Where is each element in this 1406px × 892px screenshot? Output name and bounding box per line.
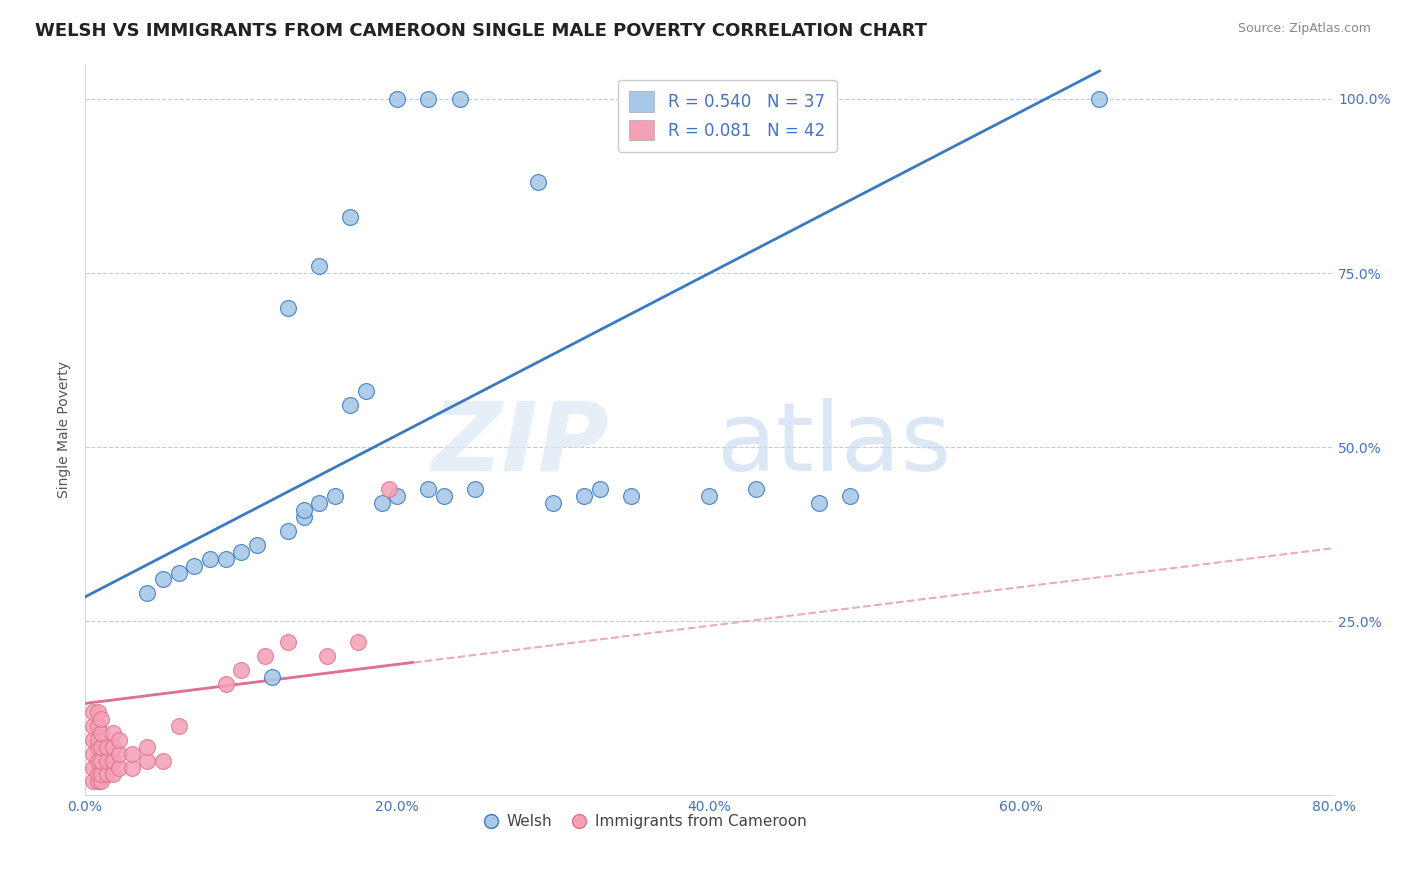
Point	[385, 489, 408, 503]
Point	[433, 489, 456, 503]
Point	[136, 586, 159, 600]
Point	[90, 712, 112, 726]
Point	[378, 482, 401, 496]
Point	[370, 496, 392, 510]
Point	[82, 732, 104, 747]
Point	[82, 719, 104, 733]
Point	[90, 725, 112, 739]
Point	[418, 92, 440, 106]
Point	[108, 747, 131, 761]
Text: Source: ZipAtlas.com: Source: ZipAtlas.com	[1237, 22, 1371, 36]
Point	[183, 558, 205, 573]
Point	[339, 211, 361, 225]
Point	[526, 176, 548, 190]
Point	[108, 732, 131, 747]
Point	[339, 398, 361, 412]
Text: ZIP: ZIP	[432, 398, 609, 491]
Point	[292, 509, 315, 524]
Point	[745, 482, 768, 496]
Point	[108, 760, 131, 774]
Text: atlas: atlas	[717, 398, 952, 491]
Point	[838, 489, 860, 503]
Point	[82, 705, 104, 719]
Point	[90, 774, 112, 789]
Point	[121, 760, 143, 774]
Point	[136, 739, 159, 754]
Point	[697, 489, 720, 503]
Point	[229, 663, 252, 677]
Point	[214, 551, 236, 566]
Point	[277, 635, 299, 649]
Point	[620, 489, 643, 503]
Point	[292, 503, 315, 517]
Legend: Welsh, Immigrants from Cameroon: Welsh, Immigrants from Cameroon	[481, 808, 813, 835]
Point	[86, 739, 108, 754]
Point	[86, 774, 108, 789]
Y-axis label: Single Male Poverty: Single Male Poverty	[58, 361, 72, 499]
Point	[323, 489, 346, 503]
Point	[308, 496, 330, 510]
Point	[96, 754, 118, 768]
Point	[82, 747, 104, 761]
Point	[541, 496, 564, 510]
Point	[86, 754, 108, 768]
Point	[1088, 92, 1111, 106]
Point	[316, 649, 339, 664]
Point	[262, 670, 284, 684]
Point	[589, 482, 612, 496]
Point	[354, 384, 377, 399]
Point	[101, 725, 124, 739]
Point	[246, 538, 269, 552]
Point	[229, 544, 252, 558]
Point	[86, 767, 108, 781]
Point	[308, 259, 330, 273]
Point	[277, 524, 299, 538]
Point	[253, 649, 276, 664]
Point	[214, 677, 236, 691]
Point	[121, 747, 143, 761]
Point	[101, 767, 124, 781]
Point	[82, 760, 104, 774]
Point	[82, 774, 104, 789]
Point	[90, 739, 112, 754]
Point	[101, 754, 124, 768]
Point	[418, 482, 440, 496]
Point	[347, 635, 370, 649]
Point	[167, 566, 190, 580]
Point	[449, 92, 471, 106]
Point	[86, 705, 108, 719]
Point	[152, 573, 174, 587]
Point	[101, 739, 124, 754]
Point	[277, 301, 299, 315]
Point	[96, 739, 118, 754]
Point	[90, 767, 112, 781]
Point	[807, 496, 830, 510]
Point	[152, 754, 174, 768]
Point	[136, 754, 159, 768]
Point	[198, 551, 221, 566]
Point	[464, 482, 486, 496]
Text: WELSH VS IMMIGRANTS FROM CAMEROON SINGLE MALE POVERTY CORRELATION CHART: WELSH VS IMMIGRANTS FROM CAMEROON SINGLE…	[35, 22, 927, 40]
Point	[574, 489, 596, 503]
Point	[86, 732, 108, 747]
Point	[385, 92, 408, 106]
Point	[86, 719, 108, 733]
Point	[167, 719, 190, 733]
Point	[90, 754, 112, 768]
Point	[96, 767, 118, 781]
